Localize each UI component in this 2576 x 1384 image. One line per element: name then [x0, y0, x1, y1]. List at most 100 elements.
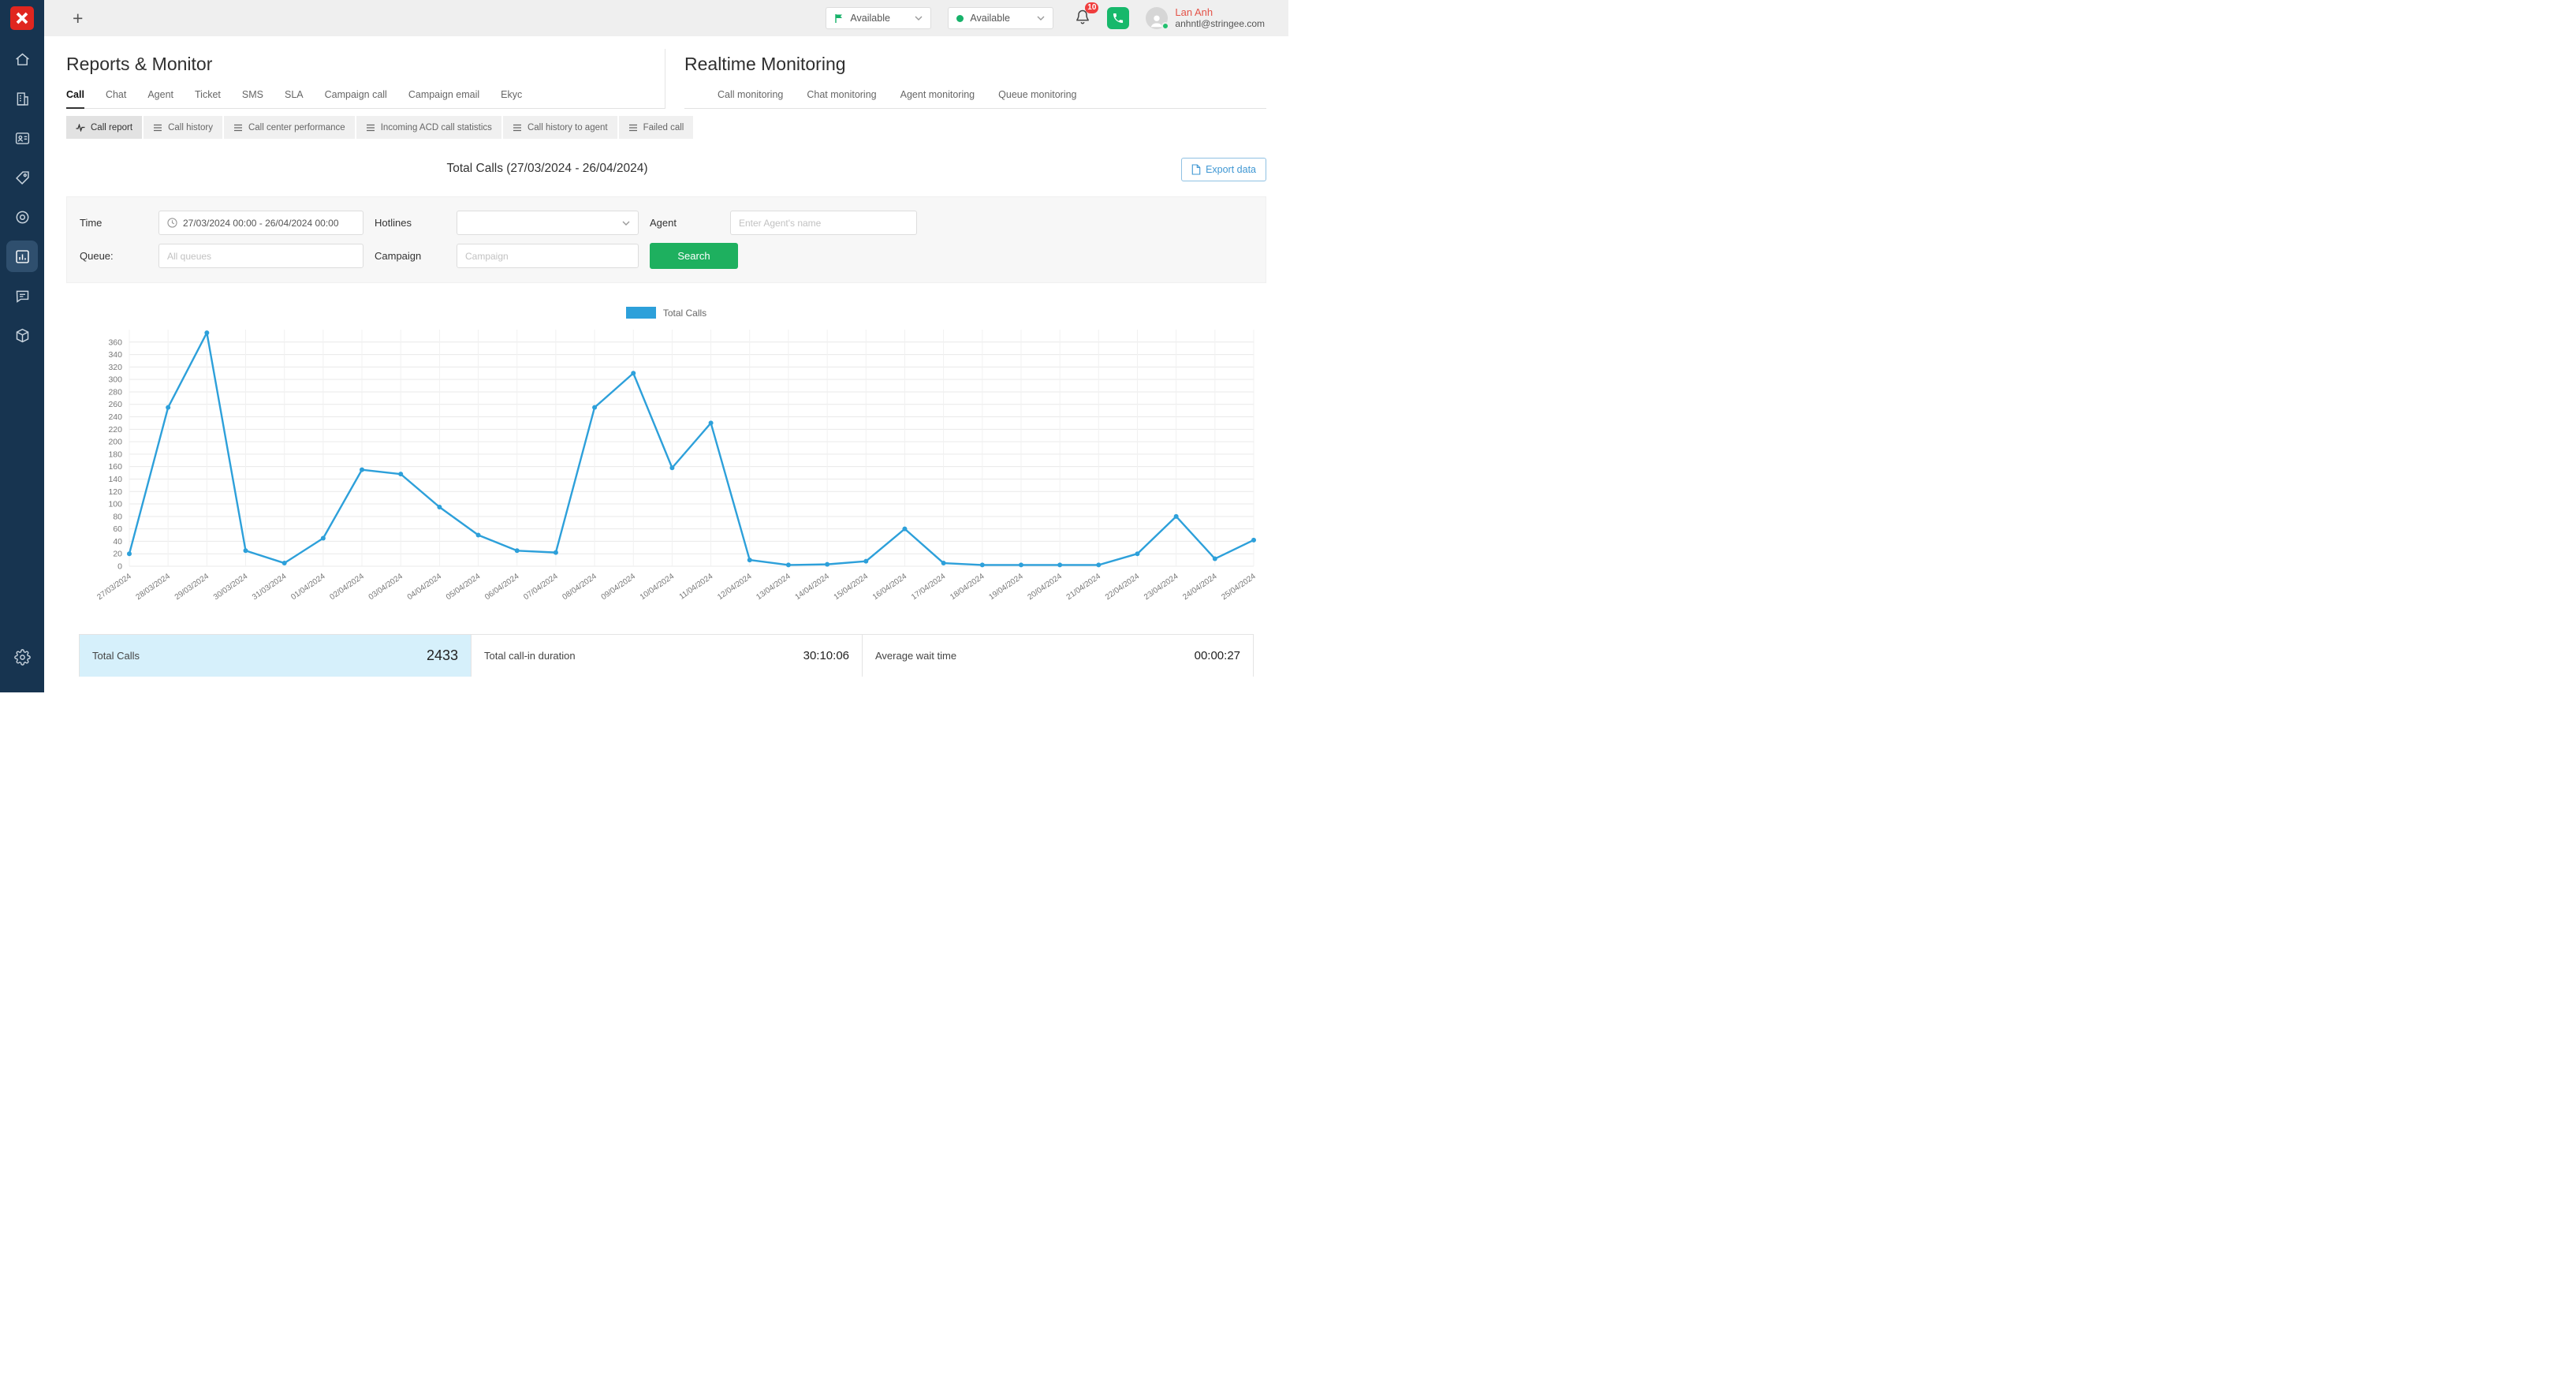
- svg-text:11/04/2024: 11/04/2024: [678, 572, 715, 602]
- stringeex-logo[interactable]: [10, 6, 34, 30]
- svg-text:260: 260: [108, 400, 122, 409]
- subtab-label: Call report: [91, 122, 133, 132]
- sidebar-item-chat[interactable]: [6, 280, 38, 311]
- package-icon: [16, 328, 28, 342]
- tab-agent[interactable]: Agent: [147, 89, 174, 100]
- svg-text:160: 160: [108, 462, 122, 472]
- building-icon: [17, 91, 28, 106]
- sidebar-item-tags[interactable]: [6, 162, 38, 193]
- subtab-call-center-performance[interactable]: Call center performance: [223, 116, 355, 139]
- svg-text:09/04/2024: 09/04/2024: [600, 572, 638, 602]
- svg-text:14/04/2024: 14/04/2024: [794, 572, 832, 602]
- notifications-button[interactable]: 10: [1075, 2, 1099, 28]
- tab-chat[interactable]: Chat: [105, 89, 127, 100]
- tab-queue-monitoring[interactable]: Queue monitoring: [998, 89, 1077, 100]
- sidebar-item-settings[interactable]: [6, 641, 38, 673]
- tab-chat-monitoring[interactable]: Chat monitoring: [807, 89, 877, 100]
- sidebar-item-reports[interactable]: [6, 241, 38, 272]
- svg-text:30/03/2024: 30/03/2024: [212, 572, 250, 602]
- flag-icon: [835, 13, 843, 23]
- search-button[interactable]: Search: [650, 243, 738, 269]
- svg-text:29/03/2024: 29/03/2024: [173, 572, 211, 602]
- subtab-label: Call history: [168, 122, 213, 132]
- tab-campaign-email[interactable]: Campaign email: [408, 89, 480, 100]
- svg-text:80: 80: [113, 512, 122, 521]
- new-tab-button[interactable]: +: [73, 7, 84, 28]
- sidebar: [0, 0, 44, 692]
- svg-text:04/04/2024: 04/04/2024: [406, 572, 444, 602]
- subtab-call-history-to-agent[interactable]: Call history to agent: [502, 116, 617, 139]
- svg-text:20/04/2024: 20/04/2024: [1027, 572, 1064, 602]
- tab-agent-monitoring[interactable]: Agent monitoring: [900, 89, 975, 100]
- subtab-failed-call[interactable]: Failed call: [618, 116, 694, 139]
- sidebar-item-company[interactable]: [6, 83, 38, 114]
- sidebar-item-products[interactable]: [6, 319, 38, 351]
- gear-icon: [13, 648, 31, 666]
- svg-text:28/03/2024: 28/03/2024: [135, 572, 173, 602]
- svg-text:17/04/2024: 17/04/2024: [910, 572, 948, 602]
- svg-text:06/04/2024: 06/04/2024: [483, 572, 521, 602]
- svg-text:15/04/2024: 15/04/2024: [833, 572, 870, 602]
- queue-label: Queue:: [80, 250, 114, 262]
- agent-label: Agent: [650, 217, 677, 229]
- user-menu[interactable]: Lan Anh anhntl@stringee.com: [1146, 6, 1265, 30]
- stat-label: Total Calls: [92, 650, 140, 662]
- chevron-down-icon: [622, 221, 630, 226]
- tab-call-monitoring[interactable]: Call monitoring: [718, 89, 784, 100]
- availability-flag-select[interactable]: Available: [826, 7, 932, 29]
- subtab-label: Call center performance: [248, 122, 345, 132]
- stat-value: 00:00:27: [1194, 649, 1240, 662]
- subtab-incoming-acd-call-statistics[interactable]: Incoming ACD call statistics: [356, 116, 501, 139]
- campaign-input[interactable]: [457, 244, 639, 268]
- notification-badge: 10: [1085, 2, 1099, 13]
- svg-text:31/03/2024: 31/03/2024: [251, 572, 289, 602]
- legend-swatch-icon: [625, 307, 656, 319]
- sidebar-item-home[interactable]: [6, 43, 38, 75]
- hotlines-select[interactable]: [457, 211, 639, 235]
- clock-icon: [167, 218, 177, 228]
- svg-text:20: 20: [113, 550, 122, 559]
- subtab-label: Incoming ACD call statistics: [380, 122, 492, 132]
- list-icon: [628, 124, 637, 131]
- svg-text:140: 140: [108, 475, 122, 484]
- queue-input[interactable]: [158, 244, 363, 268]
- svg-text:23/04/2024: 23/04/2024: [1143, 572, 1180, 602]
- svg-text:180: 180: [108, 450, 122, 459]
- softphone-button[interactable]: [1107, 7, 1130, 29]
- tab-campaign-call[interactable]: Campaign call: [324, 89, 387, 100]
- presence-select[interactable]: Available: [948, 7, 1054, 29]
- user-email: anhntl@stringee.com: [1175, 18, 1265, 29]
- tab-ticket[interactable]: Ticket: [195, 89, 221, 100]
- agent-input[interactable]: [730, 211, 917, 235]
- stat-label: Average wait time: [875, 650, 957, 662]
- sidebar-item-campaigns[interactable]: [6, 201, 38, 233]
- export-data-button[interactable]: Export data: [1181, 158, 1266, 181]
- tab-sms[interactable]: SMS: [241, 89, 263, 100]
- stat-value: 30:10:06: [803, 649, 849, 662]
- subtab-call-report[interactable]: Call report: [66, 116, 143, 139]
- subtab-label: Call history to agent: [527, 122, 608, 132]
- svg-text:13/04/2024: 13/04/2024: [755, 572, 792, 602]
- list-icon: [366, 124, 375, 131]
- svg-text:01/04/2024: 01/04/2024: [289, 572, 327, 602]
- tab-sla[interactable]: SLA: [284, 89, 304, 100]
- svg-text:120: 120: [108, 487, 122, 497]
- svg-text:100: 100: [108, 500, 122, 509]
- tab-call[interactable]: Call: [66, 89, 84, 109]
- time-label: Time: [80, 217, 103, 229]
- presence-dot-icon: [1161, 22, 1170, 30]
- svg-text:220: 220: [108, 425, 122, 435]
- call-report-subtabs: Call report Call history Call center per…: [66, 116, 1266, 139]
- sidebar-item-contacts[interactable]: [6, 122, 38, 154]
- tag-icon: [15, 170, 29, 185]
- total-calls-line-chart: 0 20 40 60 80 100 120 140 160 180 200 220 240 260 280 3…: [95, 330, 1258, 602]
- time-range-input[interactable]: 27/03/2024 00:00 - 26/04/2024 00:00: [158, 211, 363, 235]
- hotlines-label: Hotlines: [375, 217, 412, 229]
- person-icon: [1151, 15, 1163, 28]
- activity-icon: [76, 123, 85, 132]
- availability-flag-value: Available: [850, 13, 890, 24]
- tab-ekyc[interactable]: Ekyc: [501, 89, 523, 100]
- svg-text:08/04/2024: 08/04/2024: [561, 572, 598, 602]
- subtab-call-history[interactable]: Call history: [144, 116, 222, 139]
- chart-legend: Total Calls: [66, 307, 1266, 319]
